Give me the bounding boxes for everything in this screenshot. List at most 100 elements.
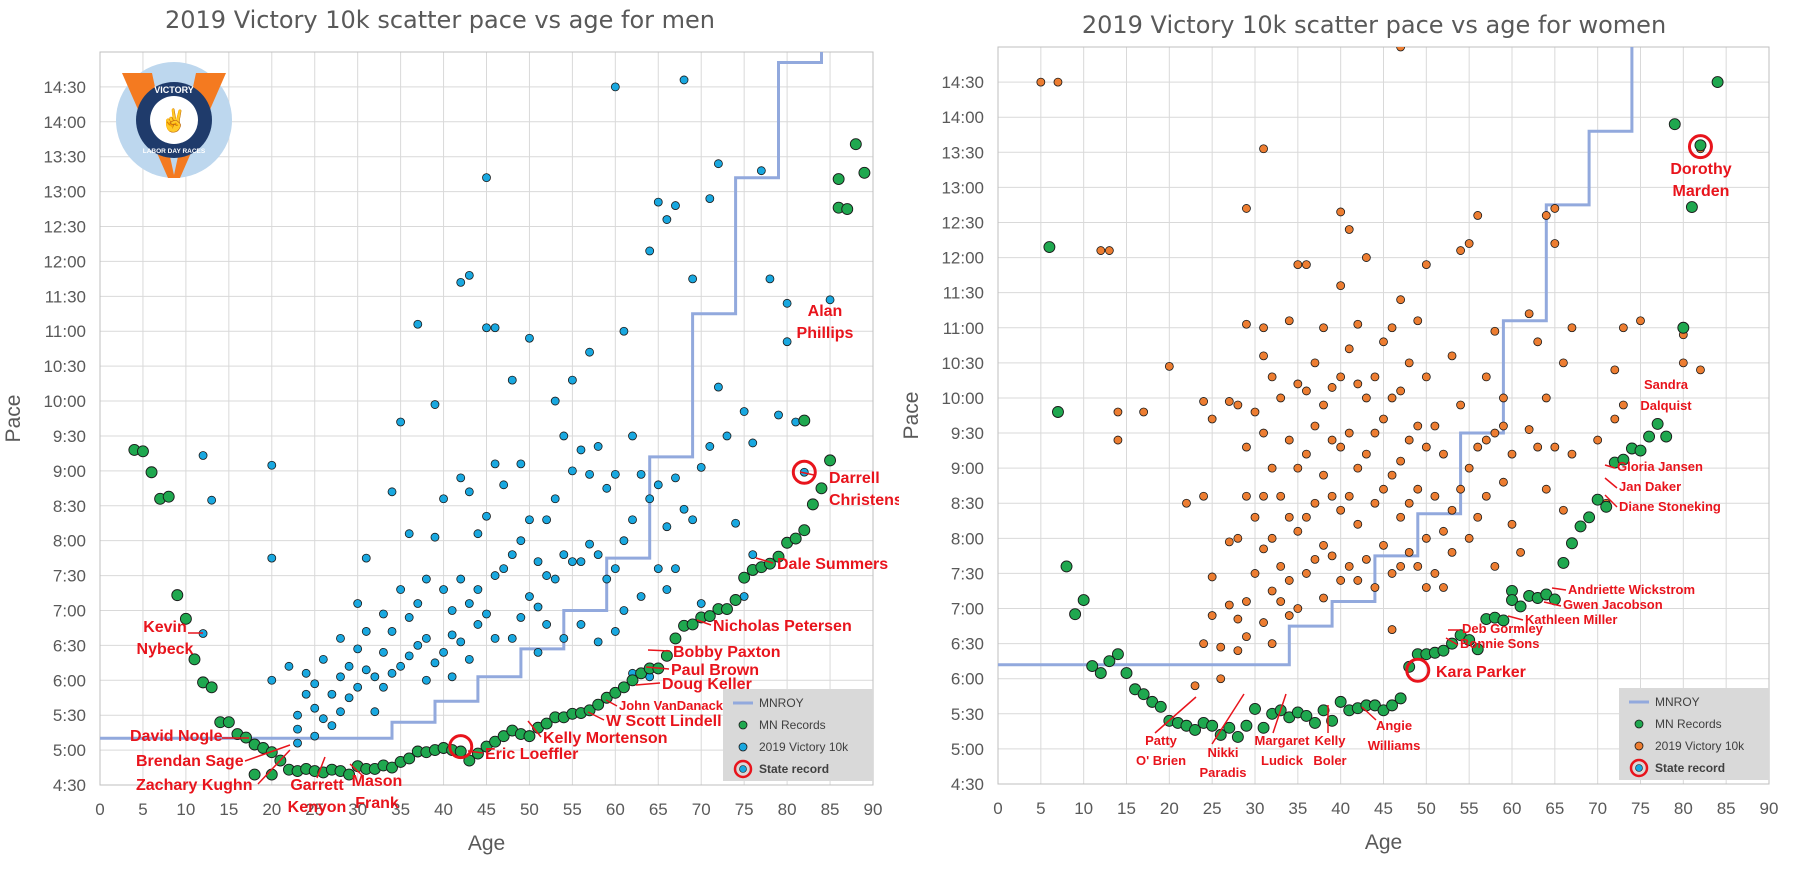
x-tick-label: 25 (305, 800, 324, 819)
mn-record-point (1634, 444, 1647, 457)
race-result-point (619, 606, 629, 615)
mn-record-point (1137, 688, 1150, 701)
race-result-point (1516, 547, 1525, 557)
race-result-point (1242, 632, 1251, 641)
race-result-point (1233, 400, 1243, 410)
race-result-point (293, 710, 302, 720)
x-tick-label: 70 (1588, 799, 1607, 818)
annotation-line: Margaret (1255, 733, 1311, 748)
annotation-label: Dale Summers (777, 556, 888, 573)
x-tick-label: 60 (606, 800, 625, 819)
race-result-point (1464, 239, 1474, 248)
race-result-point (1276, 562, 1286, 571)
logo-top-text: VICTORY (154, 85, 194, 95)
y-tick-label: 14:00 (43, 113, 86, 132)
y-tick-label: 14:30 (941, 73, 984, 92)
race-result-point (533, 647, 543, 657)
annotation-leader-line (1604, 477, 1618, 489)
annotation-line: Williams (1368, 738, 1421, 753)
y-tick-label: 4:30 (951, 775, 984, 794)
x-tick-label: 5 (138, 800, 147, 819)
mn-record-point (136, 445, 149, 458)
race-result-point (688, 515, 698, 525)
race-result-point (782, 298, 792, 308)
race-result-point (756, 166, 766, 176)
race-result-point (714, 382, 723, 392)
x-tick-label: 90 (864, 800, 883, 819)
mn-record-point (858, 166, 871, 179)
race-result-point (1293, 526, 1303, 536)
x-tick-label: 0 (993, 799, 1002, 818)
race-result-point (1301, 512, 1311, 522)
race-result-point (1327, 551, 1337, 561)
race-result-point (1276, 393, 1286, 403)
annotation-leader-line (1507, 615, 1524, 621)
race-result-point (1301, 386, 1311, 396)
y-tick-label: 7:00 (53, 601, 86, 620)
race-result-point (361, 665, 371, 675)
y-tick-label: 11:00 (45, 322, 86, 341)
race-result-point (1490, 428, 1500, 438)
x-tick-label: 20 (1160, 799, 1179, 818)
race-result-point (499, 480, 509, 490)
race-result-point (430, 532, 440, 542)
mn-record-point (592, 698, 605, 711)
race-result-point (396, 417, 406, 427)
x-tick-label: 55 (563, 800, 582, 819)
race-result-point (559, 431, 569, 441)
race-result-point (1336, 372, 1346, 382)
plot-content (998, 47, 1724, 743)
annotation-leader-line (1361, 706, 1377, 721)
race-result-point (293, 724, 302, 734)
mn-record-point (1694, 139, 1707, 152)
race-result-point (456, 277, 466, 287)
mn-record-point (686, 618, 699, 631)
race-result-point (267, 553, 277, 563)
race-result-point (1550, 442, 1560, 452)
race-result-point (610, 469, 620, 479)
race-result-point (1224, 397, 1234, 406)
annotation-line: Boler (1313, 753, 1346, 768)
mn-record-point (798, 524, 811, 537)
race-result-point (1550, 239, 1560, 248)
annotation-label: Sandra Dalquist (1640, 377, 1692, 413)
x-tick-label: 5 (1036, 799, 1045, 818)
men-chart-panel: 2019 Victory 10k scatter pace vs age for… (2, 6, 899, 855)
race-result-point (1421, 533, 1431, 543)
race-result-point (576, 557, 586, 567)
mn-record-point (1506, 594, 1518, 607)
annotation-line: Patty (1145, 733, 1178, 748)
mn-record-point (540, 717, 553, 730)
y-tick-label: 8:00 (951, 529, 984, 548)
race-result-point (1284, 512, 1294, 522)
mn-record-point (1677, 321, 1690, 334)
race-result-point (1233, 614, 1243, 624)
race-result-point (1259, 544, 1268, 554)
race-result-point (447, 606, 457, 615)
race-result-point (1344, 225, 1354, 234)
mn-record-point (1643, 430, 1656, 443)
annotation-label: Kara Parker (1436, 664, 1526, 681)
race-result-point (636, 469, 646, 479)
annotation-leader-line (1272, 693, 1287, 734)
race-result-point (1344, 562, 1354, 571)
race-result-point (679, 504, 689, 514)
y-tick-label: 6:30 (951, 635, 984, 654)
race-result-point (413, 599, 423, 608)
y-tick-label: 7:30 (53, 567, 86, 586)
chart-title: 2019 Victory 10k scatter pace vs age for… (165, 6, 715, 34)
race-result-point (1387, 470, 1397, 480)
y-tick-label: 8:30 (53, 497, 86, 516)
race-result-point (525, 515, 534, 525)
x-tick-label: 50 (520, 800, 539, 819)
y-tick-label: 12:30 (941, 213, 984, 232)
race-result-point (559, 550, 569, 560)
mn-record-point (1309, 716, 1321, 729)
mn-record-point (1086, 660, 1099, 673)
race-result-point (396, 585, 406, 594)
race-result-point (1319, 540, 1328, 550)
race-result-point (533, 557, 543, 567)
race-result-point (439, 585, 448, 594)
race-result-point (404, 613, 414, 622)
annotation-label: Darrell Christensen (829, 470, 899, 509)
